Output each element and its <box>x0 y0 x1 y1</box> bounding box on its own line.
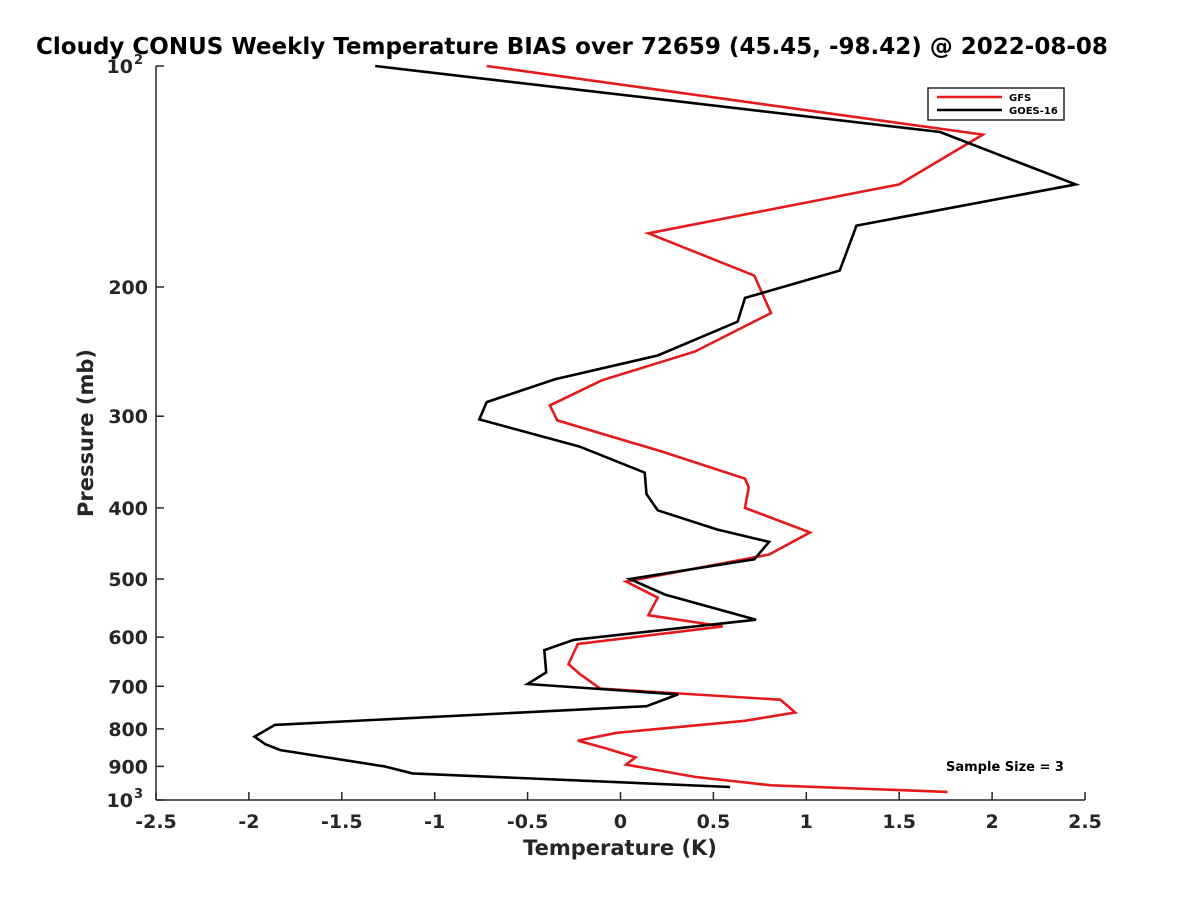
legend-label-goes-16: GOES-16 <box>1009 106 1058 117</box>
y-tick-label: 10 <box>107 790 133 812</box>
x-tick-label: -2.5 <box>135 811 177 833</box>
y-tick-label: 10 <box>107 56 133 78</box>
y-tick-exponent: 3 <box>134 787 143 802</box>
series-line-goes-16 <box>252 64 1081 789</box>
x-tick-label: 0 <box>614 811 627 833</box>
y-axis-label: Pressure (mb) <box>74 349 98 517</box>
sample-size-annotation: Sample Size = 3 <box>946 760 1064 775</box>
chart-title: Cloudy CONUS Weekly Temperature BIAS ove… <box>36 34 1108 60</box>
y-tick-exponent: 2 <box>134 53 143 68</box>
x-ticks: -2.5 -2 -1.5 -1 -0.5 0 0.5 1 1.5 2 2.5 <box>135 792 1102 833</box>
y-tick-label: 600 <box>108 627 148 649</box>
y-tick-label: 800 <box>108 719 148 741</box>
x-tick-label: -1 <box>424 811 445 833</box>
x-tick-label: 0.5 <box>697 811 731 833</box>
legend: GFS GOES-16 <box>927 87 1065 121</box>
y-tick-label: 300 <box>108 406 148 428</box>
x-tick-label: 1.5 <box>882 811 916 833</box>
x-tick-label: 1 <box>800 811 813 833</box>
x-tick-label: 2 <box>985 811 998 833</box>
x-tick-label: -1.5 <box>321 811 363 833</box>
x-tick-label: -0.5 <box>507 811 549 833</box>
y-tick-label: 700 <box>108 676 148 698</box>
x-axis-label: Temperature (K) <box>523 836 717 860</box>
x-tick-label: 2.5 <box>1068 811 1102 833</box>
series-layer <box>252 64 1081 794</box>
y-tick-label: 500 <box>108 569 148 591</box>
y-tick-label: 900 <box>108 756 148 778</box>
y-tick-label: 400 <box>108 498 148 520</box>
y-tick-label: 200 <box>108 277 148 299</box>
series-line-gfs <box>486 64 987 794</box>
legend-box <box>927 87 1065 121</box>
legend-label-gfs: GFS <box>1009 93 1031 104</box>
x-tick-label: -2 <box>238 811 259 833</box>
